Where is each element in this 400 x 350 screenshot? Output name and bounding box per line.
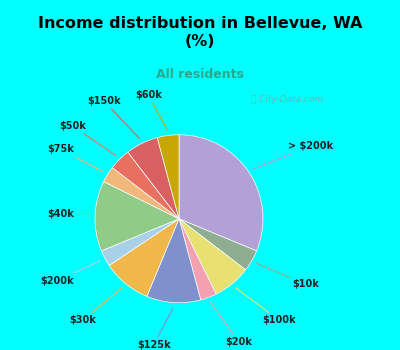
Wedge shape xyxy=(104,168,179,219)
Text: $200k: $200k xyxy=(40,261,100,286)
Text: $30k: $30k xyxy=(69,288,122,325)
Wedge shape xyxy=(179,219,257,270)
Text: Income distribution in Bellevue, WA
(%): Income distribution in Bellevue, WA (%) xyxy=(38,16,362,49)
Text: $10k: $10k xyxy=(256,263,320,289)
Wedge shape xyxy=(179,219,216,300)
Text: $60k: $60k xyxy=(135,90,167,130)
Wedge shape xyxy=(147,219,201,303)
Text: $75k: $75k xyxy=(47,145,103,172)
Wedge shape xyxy=(112,152,179,219)
Wedge shape xyxy=(128,138,179,219)
Wedge shape xyxy=(109,219,179,296)
Text: ⓘ City-Data.com: ⓘ City-Data.com xyxy=(251,95,323,104)
Text: $100k: $100k xyxy=(236,288,296,325)
Wedge shape xyxy=(179,135,263,251)
Text: $40k: $40k xyxy=(47,209,90,219)
Text: All residents: All residents xyxy=(156,68,244,80)
Text: $20k: $20k xyxy=(210,302,252,346)
Text: $50k: $50k xyxy=(59,121,116,156)
Text: > $200k: > $200k xyxy=(253,141,333,169)
Wedge shape xyxy=(179,219,246,294)
Wedge shape xyxy=(157,135,179,219)
Text: $150k: $150k xyxy=(87,96,140,139)
Text: $125k: $125k xyxy=(137,308,173,350)
Wedge shape xyxy=(95,182,179,251)
Wedge shape xyxy=(101,219,179,265)
